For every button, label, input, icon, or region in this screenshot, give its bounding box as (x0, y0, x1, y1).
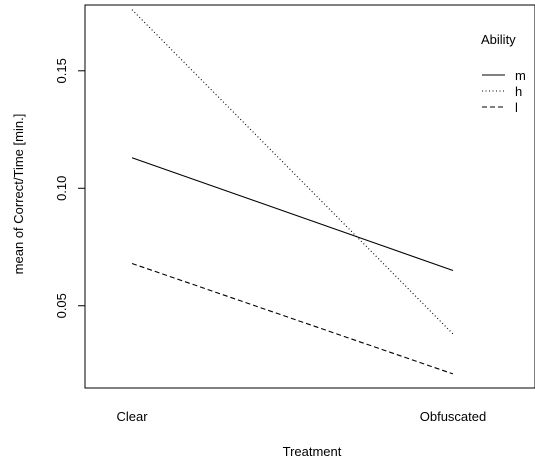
series-group (131, 9, 454, 375)
y-tick-label: 0.05 (54, 293, 69, 318)
legend-label-m: m (515, 68, 526, 83)
x-tick-label: Clear (116, 409, 148, 424)
series-line-m (131, 157, 454, 272)
x-axis: Clear Obfuscated (116, 409, 486, 424)
y-axis-label: mean of Correct/Time [min.] (11, 114, 26, 275)
y-tick-label: 0.15 (54, 58, 69, 83)
x-axis-label: Treatment (283, 444, 342, 459)
legend-label-l: l (515, 100, 518, 115)
series-line-l (131, 262, 454, 375)
legend-label-h: h (515, 84, 522, 99)
legend: Ability mhl (481, 32, 526, 115)
x-tick-label: Obfuscated (420, 409, 487, 424)
series-line-h (131, 9, 454, 335)
plot-frame (84, 4, 535, 389)
y-tick-label: 0.10 (54, 176, 69, 201)
legend-title: Ability (481, 32, 516, 47)
y-axis: 0.05 0.10 0.15 (54, 58, 85, 318)
